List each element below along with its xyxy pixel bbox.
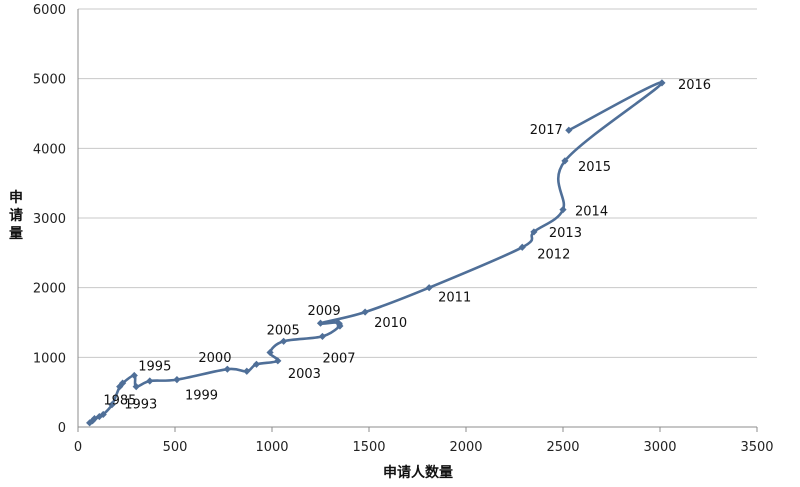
x-tick-labels: 0 500 1000 1500 2000 2500 3000 3500 [74,440,774,455]
y-tick-labels: 0 1000 2000 3000 4000 5000 6000 [33,3,66,436]
point-label: 2015 [578,160,611,175]
data-point-marker [425,284,433,292]
data-point-marker [530,228,538,236]
point-label: 2009 [308,304,341,319]
point-label: 2007 [322,351,355,366]
x-axis-title: 申请人数量 [383,464,453,481]
grid-lines [78,8,757,358]
point-label: 2017 [530,123,563,138]
y-tick-label: 4000 [33,142,66,157]
data-point-marker [243,367,251,375]
data-point-marker [334,318,342,327]
data-point-marker [559,206,567,214]
point-annotations: 1985 1995 1993 1999 2000 2003 2005 2007 2009 2010… [103,78,711,413]
axes [77,9,758,432]
x-tick-label: 1500 [352,440,385,455]
data-point-marker [361,308,369,316]
x-tick-label: 3500 [740,440,773,455]
point-label: 2016 [678,78,711,93]
y-axis-title-char: 量 [9,226,23,242]
y-tick-label: 0 [58,421,66,436]
x-tick-label: 2500 [546,440,579,455]
data-point-marker [88,417,97,425]
data-point-marker [565,126,573,134]
x-tick-label: 2000 [449,440,482,455]
x-tick-label: 1000 [255,440,288,455]
series-line [88,81,664,425]
point-label: 2012 [537,247,570,262]
y-tick-label: 6000 [33,3,66,18]
point-label: 2013 [549,226,582,241]
data-point-marker [518,243,526,251]
point-label: 2014 [575,205,608,220]
point-label: 2005 [267,323,300,338]
y-tick-label: 1000 [33,351,66,366]
data-point-marker [316,319,325,327]
data-point-marker [173,376,181,384]
y-axis-title-char: 请 [9,207,23,224]
y-axis-title: 申请量 [9,189,23,242]
data-point-marker [99,410,107,419]
data-point-marker [223,365,231,373]
point-label: 1993 [124,398,157,413]
x-tick-label: 500 [163,440,188,455]
point-label: 2011 [438,291,471,306]
data-point-marker [119,379,127,387]
x-tick-label: 3000 [643,440,676,455]
point-label: 2010 [374,316,407,331]
point-label: 2000 [198,351,231,366]
point-label: 1995 [138,359,171,374]
data-point-marker [266,348,274,357]
data-point-marker [658,79,666,87]
y-tick-label: 3000 [33,212,66,227]
y-tick-label: 5000 [33,73,66,88]
data-point-marker [274,357,282,365]
data-point-marker [132,382,140,391]
data-point-marker [280,337,288,345]
data-point-marker [90,415,99,423]
point-label: 2003 [288,367,321,382]
data-point-marker [561,157,569,165]
x-tick-label: 0 [74,440,82,455]
y-axis-title-char: 申 [9,189,23,206]
data-point-marker [146,377,154,385]
data-point-marker [108,401,116,409]
point-label: 1985 [103,394,136,409]
data-point-marker [130,371,138,380]
data-point-marker [318,332,327,341]
data-point-marker [252,360,261,368]
y-tick-label: 2000 [33,282,66,297]
point-label: 1999 [185,389,218,404]
data-markers [86,79,666,427]
